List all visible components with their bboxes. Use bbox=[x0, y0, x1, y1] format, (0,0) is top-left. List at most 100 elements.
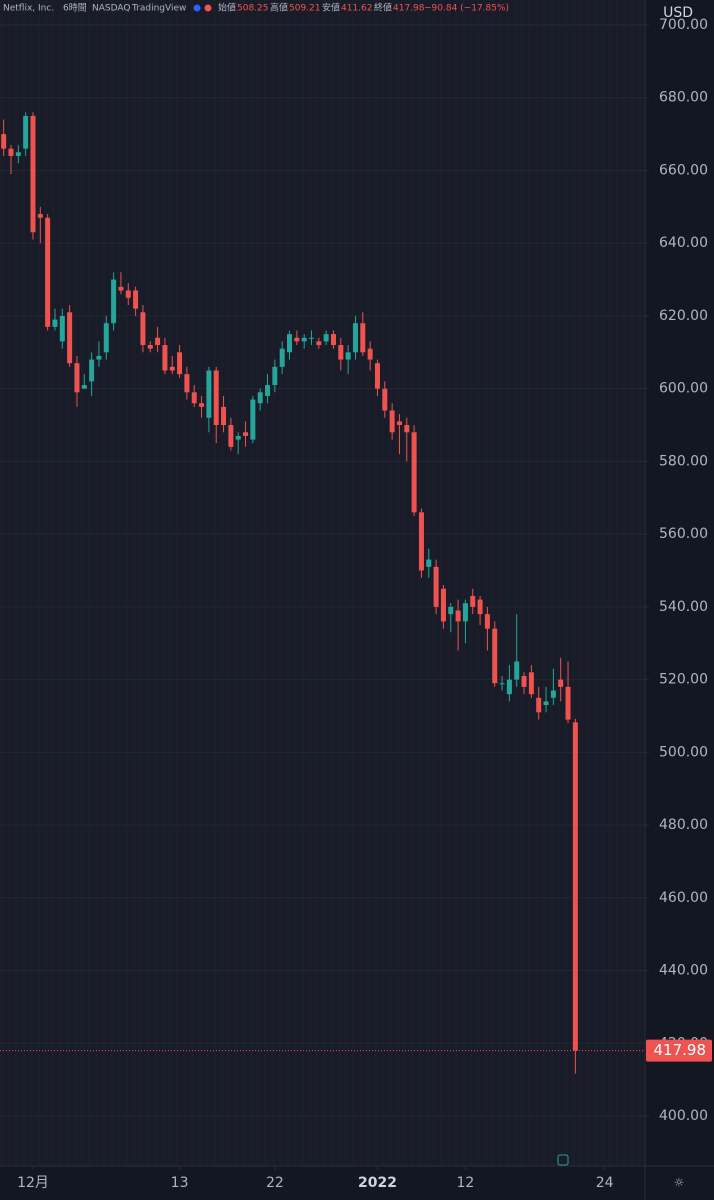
candle-body bbox=[169, 366, 175, 371]
candle-body bbox=[521, 675, 527, 687]
candle-body bbox=[265, 385, 271, 396]
ohlc-value: 417.98 bbox=[393, 4, 425, 14]
last-price-box bbox=[646, 1039, 712, 1062]
source: TradingView bbox=[131, 4, 186, 14]
candle-body bbox=[411, 432, 417, 513]
candle-body bbox=[67, 312, 73, 364]
x-tick-label: 12月 bbox=[17, 1175, 49, 1191]
y-tick-label: 460.00 bbox=[659, 890, 708, 906]
candle-body bbox=[89, 359, 95, 382]
y-tick-label: 440.00 bbox=[659, 963, 708, 979]
y-tick-label: 680.00 bbox=[659, 90, 708, 106]
change: −90.84 (−17.85%) bbox=[424, 4, 509, 14]
candle-body bbox=[543, 701, 549, 706]
y-tick-label: 700.00 bbox=[659, 17, 708, 33]
x-tick-label: 24 bbox=[596, 1175, 614, 1191]
candle-body bbox=[272, 366, 278, 386]
currency: USD bbox=[663, 5, 693, 21]
candle-body bbox=[191, 392, 197, 404]
ohlc-label: 安値 bbox=[322, 2, 340, 14]
candle-body bbox=[418, 512, 424, 571]
candle-body bbox=[426, 559, 432, 567]
ohlc-label: 始値 bbox=[218, 2, 236, 14]
candle-body bbox=[565, 686, 571, 720]
candle-body bbox=[360, 323, 366, 353]
candle-body bbox=[15, 152, 21, 156]
candle-body bbox=[199, 403, 205, 407]
x-tick-label: 2022 bbox=[358, 1175, 397, 1191]
candle-body bbox=[572, 722, 578, 1051]
marker-icon bbox=[557, 1154, 569, 1166]
status-dot bbox=[204, 4, 212, 12]
candle-body bbox=[345, 352, 351, 360]
candle-body bbox=[59, 315, 65, 342]
candle-body bbox=[81, 385, 87, 389]
ohlc-value: 509.21 bbox=[289, 4, 321, 14]
candle-body bbox=[433, 566, 439, 607]
candle-body bbox=[389, 410, 395, 433]
y-tick-label: 540.00 bbox=[659, 599, 708, 615]
candle-body bbox=[30, 115, 36, 233]
plot-background bbox=[0, 0, 645, 1166]
settings-icon: ☼ bbox=[674, 1176, 685, 1190]
candle-body bbox=[440, 588, 446, 622]
candle-body bbox=[477, 599, 483, 615]
exchange: NASDAQ bbox=[92, 4, 130, 14]
candle-body bbox=[462, 603, 468, 622]
candle-body bbox=[484, 614, 490, 629]
y-tick-label: 480.00 bbox=[659, 817, 708, 833]
candle-body bbox=[499, 683, 505, 685]
ohlc-label: 高値 bbox=[270, 2, 288, 14]
candle-body bbox=[118, 286, 124, 291]
candle-body bbox=[96, 355, 102, 360]
ohlc-value: 411.62 bbox=[341, 4, 373, 14]
x-tick-label: 13 bbox=[171, 1175, 189, 1191]
y-tick-label: 620.00 bbox=[659, 308, 708, 324]
candle-body bbox=[74, 363, 80, 393]
candle-body bbox=[404, 425, 410, 433]
candle-body bbox=[125, 290, 131, 298]
y-tick-label: 500.00 bbox=[659, 744, 708, 760]
price-axis-background bbox=[645, 0, 714, 1200]
candle-body bbox=[492, 628, 498, 684]
x-tick-label: 12 bbox=[457, 1175, 475, 1191]
candle-body bbox=[177, 352, 183, 375]
candle-body bbox=[374, 363, 380, 389]
candle-body bbox=[103, 323, 109, 353]
candle-body bbox=[558, 679, 564, 687]
candle-body bbox=[133, 290, 139, 309]
candle-body bbox=[323, 334, 329, 342]
candle-body bbox=[221, 406, 227, 426]
candle-body bbox=[52, 319, 58, 327]
y-tick-label: 660.00 bbox=[659, 162, 708, 178]
x-tick-label: 22 bbox=[266, 1175, 284, 1191]
candle-body bbox=[294, 337, 300, 342]
candle-body bbox=[140, 312, 146, 346]
candle-body bbox=[330, 334, 336, 346]
candle-body bbox=[550, 690, 556, 698]
candle-body bbox=[279, 348, 285, 367]
candle-body bbox=[301, 337, 307, 342]
time-axis-background bbox=[0, 1166, 645, 1200]
candle-body bbox=[37, 214, 43, 218]
candle-body bbox=[367, 348, 373, 360]
candle-body bbox=[352, 323, 358, 353]
candle-body bbox=[1, 134, 7, 149]
candle-body bbox=[213, 370, 219, 426]
candle-body bbox=[228, 425, 234, 447]
y-tick-label: 520.00 bbox=[659, 672, 708, 688]
y-tick-label: 580.00 bbox=[659, 453, 708, 469]
candle-body bbox=[528, 672, 534, 695]
ohlc-label: 終値 bbox=[374, 2, 392, 14]
candle-body bbox=[382, 388, 388, 411]
candle-body bbox=[309, 337, 315, 339]
candle-body bbox=[514, 661, 520, 680]
interval: 6時間 bbox=[63, 3, 87, 14]
y-tick-label: 600.00 bbox=[659, 381, 708, 397]
status-dot bbox=[193, 4, 201, 12]
candle-body bbox=[506, 679, 512, 695]
symbol-title: Netflix, Inc. bbox=[3, 4, 54, 14]
candle-body bbox=[396, 421, 402, 426]
